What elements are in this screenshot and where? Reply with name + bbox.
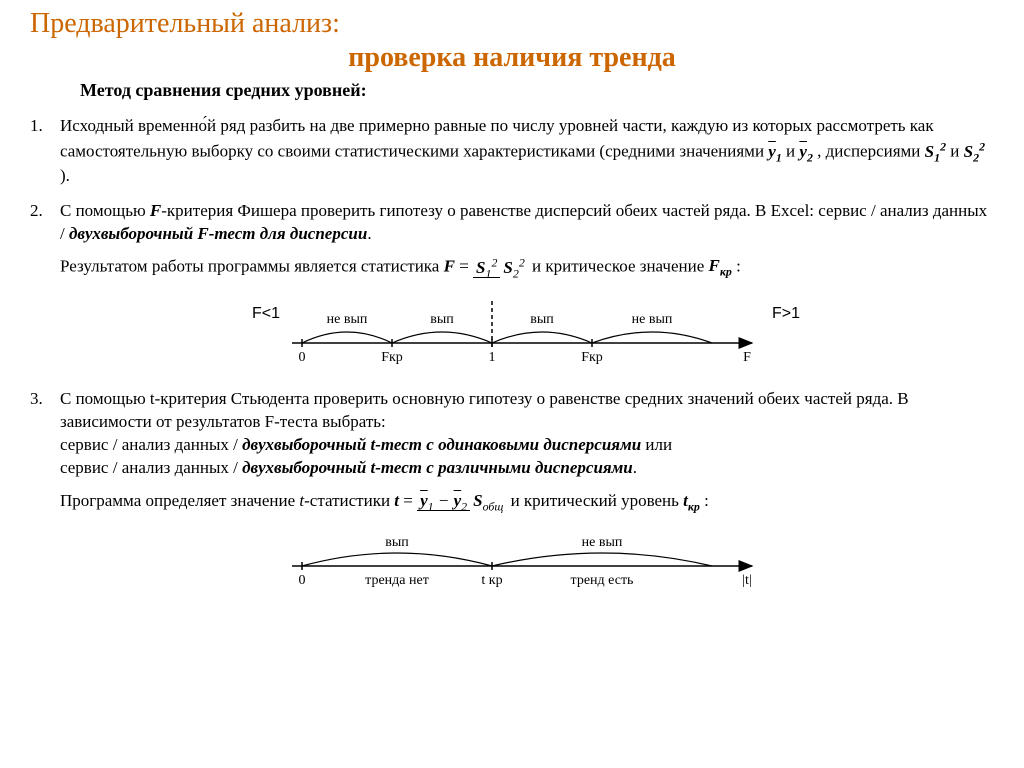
diagram-f-axis: не вып вып вып не вып F<1 F>1 0 Fкр 1 Fк… <box>30 293 994 378</box>
item-body: С помощью F-критерия Фишера проверить ги… <box>60 200 994 281</box>
list-item-3: 3. С помощью t-критерия Стьюдента провер… <box>30 388 994 514</box>
tick-Fkr: Fкр <box>581 350 603 365</box>
tick-1: 1 <box>489 350 496 365</box>
symbol-Fkr: Fкр <box>709 256 732 275</box>
menu-path: двухвыборочный t-тест с одинаковыми дисп… <box>242 435 641 454</box>
text: : <box>736 256 741 275</box>
label-trend: тренд есть <box>571 573 634 588</box>
item-body: С помощью t-критерия Стьюдента проверить… <box>60 388 994 514</box>
text: и критический уровень <box>511 491 684 510</box>
fraction: y1 − y2Sобщ <box>417 490 506 514</box>
tick-abst: |t| <box>742 573 752 588</box>
tick-0: 0 <box>299 350 306 365</box>
label-nevyp: не вып <box>327 312 368 327</box>
text: сервис / анализ данных / <box>60 435 242 454</box>
tick-0: 0 <box>299 573 306 588</box>
text: и <box>950 142 963 161</box>
text: , дисперсиями <box>817 142 925 161</box>
tick-tkr: t кр <box>481 573 502 588</box>
text: и критическое значение <box>532 256 708 275</box>
t-axis-svg: вып не вып 0 t кр |t| тренда нет тренд е… <box>232 526 792 606</box>
text: : <box>704 491 709 510</box>
label-notrend: тренда нет <box>365 573 429 588</box>
item-number: 3. <box>30 388 60 514</box>
list-item-1: 1. Исходный временно́й ряд разбить на дв… <box>30 115 994 188</box>
diagram-t-axis: вып не вып 0 t кр |t| тренда нет тренд е… <box>30 526 994 611</box>
text: Программа определяет значение <box>60 491 299 510</box>
symbol-y2: y2 <box>799 142 813 161</box>
text: С помощью <box>60 201 150 220</box>
symbol-s2: S22 <box>964 142 985 161</box>
text: или <box>641 435 672 454</box>
item-number: 2. <box>30 200 60 281</box>
label-vyp: вып <box>430 312 454 327</box>
item-number: 1. <box>30 115 60 188</box>
text: -статистики <box>304 491 394 510</box>
text: . <box>633 458 637 477</box>
text: ). <box>60 166 70 185</box>
text: С помощью t-критерия Стьюдента проверить… <box>60 389 909 431</box>
label-nevyp: не вып <box>582 535 623 550</box>
text: . <box>367 224 371 243</box>
text: = <box>455 256 473 275</box>
item-body: Исходный временно́й ряд разбить на две п… <box>60 115 994 188</box>
f-axis-svg: не вып вып вып не вып F<1 F>1 0 Fкр 1 Fк… <box>192 293 832 373</box>
label-Fgt1: F>1 <box>772 305 800 322</box>
label-vyp: вып <box>530 312 554 327</box>
text: Результатом работы программы является ст… <box>60 256 444 275</box>
symbol-F: F <box>444 256 455 275</box>
title-line1: Предварительный анализ: <box>30 8 994 40</box>
label-vyp: вып <box>385 535 409 550</box>
label-nevyp: не вып <box>632 312 673 327</box>
menu-path: двухвыборочный F-тест для дисперсии <box>69 224 367 243</box>
text: = <box>399 491 417 510</box>
text: сервис / анализ данных / <box>60 458 242 477</box>
text: и <box>786 142 799 161</box>
label-Fless1: F<1 <box>252 305 280 322</box>
menu-path: двухвыборочный t-тест с различными диспе… <box>242 458 633 477</box>
title-line2: проверка наличия тренда <box>30 42 994 74</box>
symbol-F: F <box>150 201 161 220</box>
tick-Fkr: Fкр <box>381 350 403 365</box>
list-item-2: 2. С помощью F-критерия Фишера проверить… <box>30 200 994 281</box>
tick-F: F <box>743 350 751 365</box>
symbol-y1: y1 <box>768 142 782 161</box>
fraction: S12S22 <box>473 254 528 281</box>
symbol-s1: S12 <box>925 142 946 161</box>
symbol-tkr: tкр <box>683 491 700 510</box>
method-subtitle: Метод сравнения средних уровней: <box>80 80 994 101</box>
